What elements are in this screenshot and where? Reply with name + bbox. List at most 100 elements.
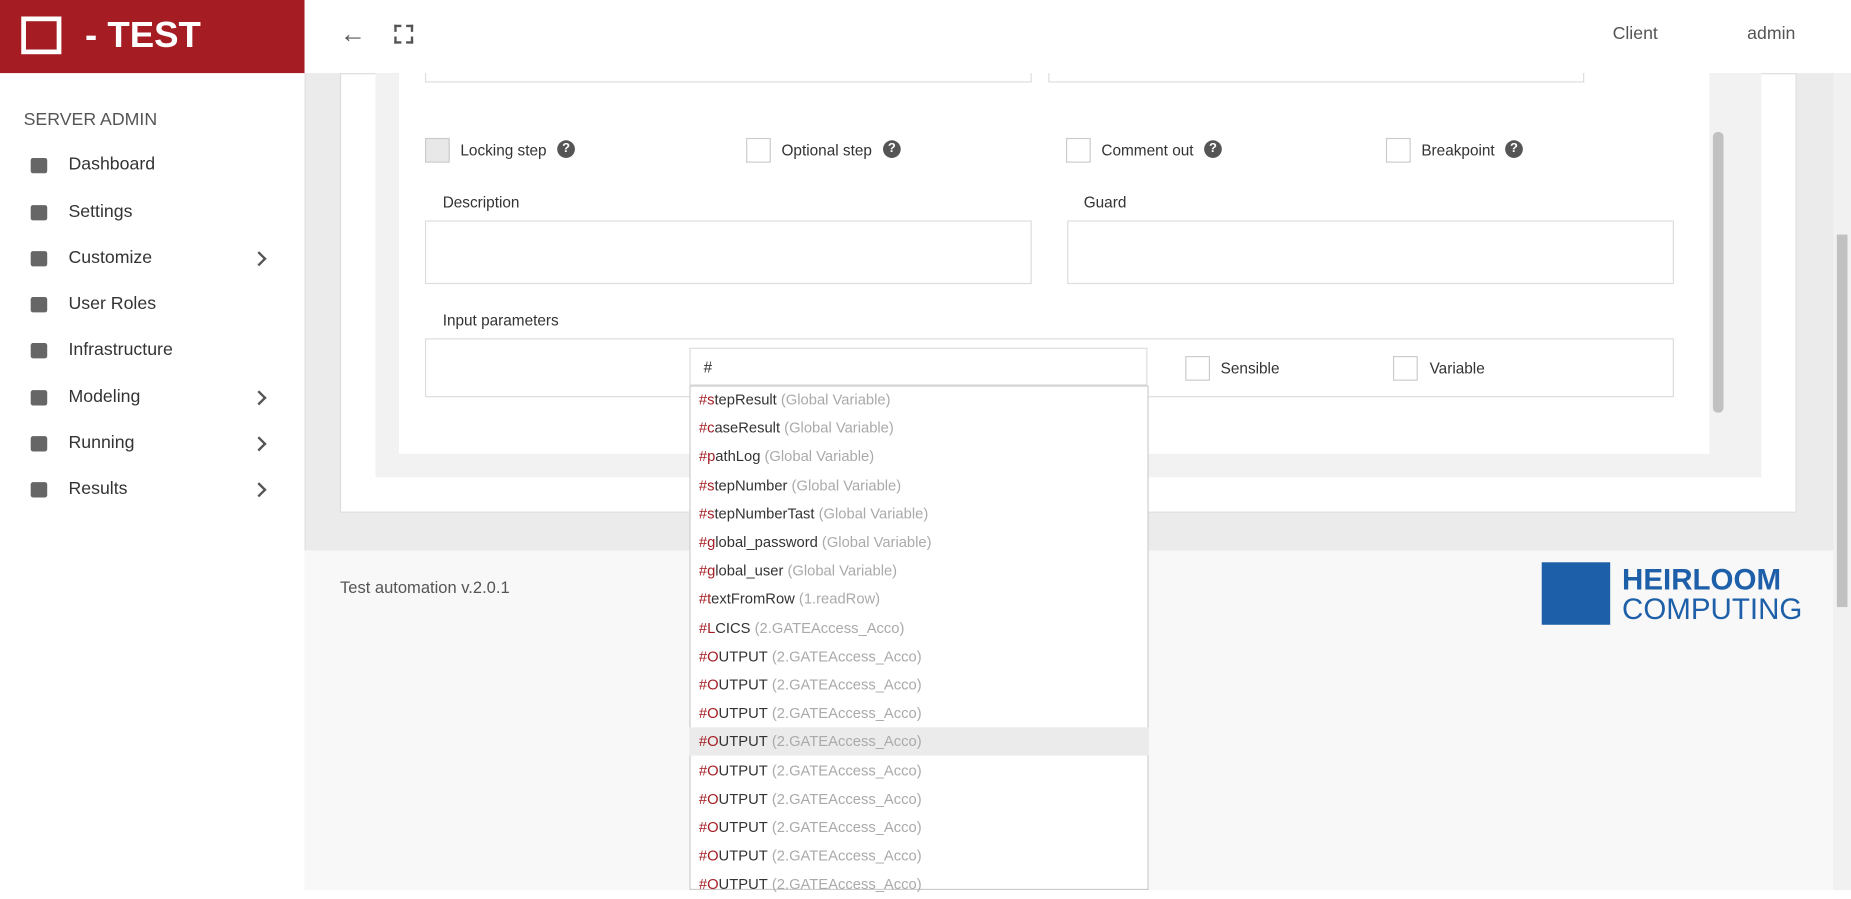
item-name: #stepNumberTast (698, 505, 815, 522)
item-source: (2.GATEAccess_Acco) (767, 847, 922, 865)
item-source: (Global Variable) (776, 391, 891, 408)
textarea[interactable] (1067, 220, 1674, 285)
item-name: #OUTPUT (698, 733, 768, 751)
dropdown-item[interactable]: #OUTPUT (2.GATEAccess_Acco) (689, 727, 1149, 757)
field-label: Input parameters (442, 311, 559, 329)
item-source: (2.GATEAccess_Acco) (767, 762, 922, 779)
item-source: (Global Variable) (814, 505, 929, 522)
dropdown-item[interactable]: #OUTPUT (2.GATEAccess_Acco) (689, 870, 1148, 898)
menu-item[interactable]: User Roles (68, 293, 157, 314)
checkbox[interactable] (424, 137, 450, 163)
dropdown-item[interactable]: #textFromRow (1.readRow) (689, 585, 1148, 613)
menu-icon (30, 297, 48, 313)
item-name: #textFromRow (698, 591, 795, 608)
menu-icon (30, 251, 48, 267)
item-name: #global_user (698, 562, 784, 580)
item-name: #global_password (698, 533, 818, 551)
sidebar-title: SERVER ADMIN (23, 109, 158, 130)
dropdown-item[interactable]: #stepNumberTast (Global Variable) (689, 500, 1148, 528)
checkbox-label: Optional step (781, 141, 872, 160)
menu-item[interactable]: Modeling (68, 386, 141, 407)
input[interactable] (424, 73, 1032, 83)
item-name: #OUTPUT (698, 790, 768, 808)
item-name: #OUTPUT (698, 819, 768, 836)
menu-icon (30, 390, 48, 406)
menu-icon (30, 343, 48, 359)
checkbox-label: Breakpoint (1421, 141, 1495, 160)
item-name: #stepNumber (698, 476, 788, 494)
item-source: (2.GATEAccess_Acco) (767, 819, 922, 836)
menu-icon (30, 436, 48, 452)
item-name: #LCICS (698, 619, 751, 637)
dropdown-item[interactable]: #global_password (Global Variable) (689, 528, 1148, 556)
dropdown-item[interactable]: #OUTPUT (2.GATEAccess_Acco) (689, 642, 1148, 670)
dropdown-item[interactable]: #global_user (Global Variable) (689, 557, 1148, 585)
input[interactable] (1048, 73, 1585, 83)
checkbox[interactable] (1185, 355, 1211, 381)
company-name: COMPUTING (1622, 592, 1803, 626)
help-icon[interactable]: ? (1505, 140, 1523, 158)
menu-item[interactable]: Dashboard (68, 154, 156, 175)
dropdown-item[interactable]: #stepNumber (Global Variable) (689, 471, 1148, 499)
dropdown-item[interactable]: #OUTPUT (2.GATEAccess_Acco) (689, 671, 1148, 699)
dropdown-item[interactable]: #OUTPUT (2.GATEAccess_Acco) (689, 813, 1148, 841)
dropdown-item[interactable]: #stepResult (Global Variable) (689, 385, 1148, 413)
dropdown-item[interactable]: #LCICS (2.GATEAccess_Acco) (689, 614, 1148, 642)
dropdown-item[interactable]: #OUTPUT (2.GATEAccess_Acco) (689, 785, 1148, 813)
dropdown-item[interactable]: #OUTPUT (2.GATEAccess_Acco) (689, 699, 1148, 727)
sidebar (0, 0, 306, 890)
item-name: #OUTPUT (698, 762, 768, 779)
logo (21, 16, 62, 55)
field-label: Guard (1083, 193, 1127, 212)
dropdown-item[interactable]: #caseResult (Global Variable) (689, 414, 1148, 442)
topbar: ← Client admin (304, 0, 1851, 74)
item-source: (Global Variable) (780, 419, 894, 437)
dropdown (689, 385, 1149, 890)
item-name: #caseResult (698, 419, 781, 437)
fullscreen-button[interactable] (394, 24, 414, 44)
menu-item[interactable]: Customize (68, 247, 153, 268)
menu-item[interactable]: Settings (68, 201, 133, 222)
item-name: #pathLog (698, 448, 761, 465)
help-icon[interactable]: ? (557, 140, 575, 158)
textarea[interactable] (424, 220, 1032, 285)
checkbox-label: Locking step (460, 141, 547, 160)
item-source: (2.GATEAccess_Acco) (767, 676, 922, 694)
dropdown-item[interactable]: #OUTPUT (2.GATEAccess_Acco) (689, 842, 1148, 870)
menu-icon (30, 482, 48, 498)
dropdown-item[interactable]: #pathLog (Global Variable) (689, 443, 1148, 471)
menu-item[interactable]: Infrastructure (68, 339, 173, 360)
item-source: (2.GATEAccess_Acco) (767, 790, 922, 808)
item-source: (2.GATEAccess_Acco) (767, 648, 922, 665)
brand-bar: - TEST (0, 0, 305, 74)
item-name: #OUTPUT (698, 847, 768, 865)
company-logo (1541, 562, 1611, 625)
company-name: HEIRLOOM (1622, 563, 1782, 597)
checkbox[interactable] (1392, 355, 1418, 381)
menu-icon (30, 157, 48, 174)
checkbox[interactable] (746, 137, 771, 163)
help-icon[interactable]: ? (883, 140, 901, 158)
user-menu[interactable]: admin (1747, 23, 1796, 44)
help-icon[interactable]: ? (1204, 140, 1222, 158)
menu-item[interactable]: Running (68, 432, 135, 453)
menu-item[interactable]: Results (68, 478, 128, 499)
page-scrollbar (1833, 73, 1851, 890)
back-button[interactable]: ← (339, 18, 366, 49)
checkbox[interactable] (1385, 137, 1411, 163)
checkbox[interactable] (1065, 137, 1091, 163)
param-input[interactable]: # (689, 347, 1148, 386)
menu-icon (30, 205, 48, 221)
item-name: #stepResult (698, 391, 777, 408)
scrollbar[interactable] (1712, 132, 1724, 413)
item-source: (1.readRow) (794, 591, 881, 608)
brand: - TEST (84, 14, 201, 56)
item-source: (Global Variable) (817, 533, 932, 551)
client-menu[interactable]: Client (1612, 23, 1658, 44)
item-name: #OUTPUT (698, 648, 768, 665)
field-label: Description (442, 193, 520, 212)
dropdown-item[interactable]: #OUTPUT (2.GATEAccess_Acco) (689, 756, 1148, 784)
item-source: (Global Variable) (760, 448, 875, 465)
checkbox-label: Variable (1429, 359, 1485, 378)
